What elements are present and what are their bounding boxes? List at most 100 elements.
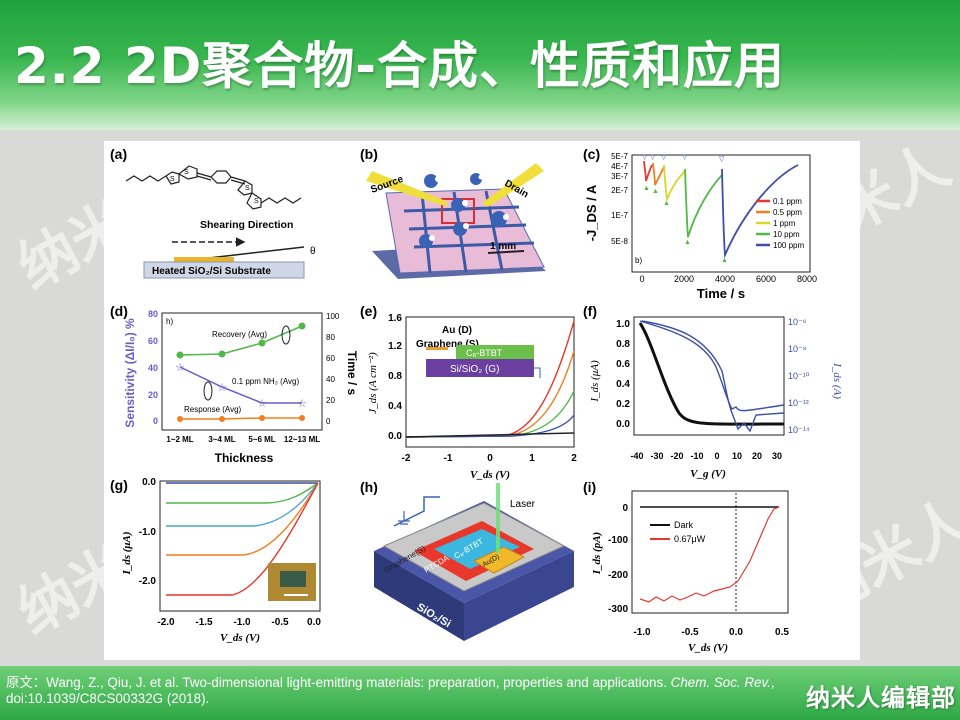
svg-text:▽: ▽ (682, 154, 688, 161)
data-point: ☆ (175, 362, 185, 374)
x-tick: 8000 (797, 274, 817, 284)
substrate-front (374, 551, 464, 641)
legend-item: 0.1 ppm (773, 197, 802, 206)
x-tick: 0 (714, 451, 719, 461)
gas-molecules (419, 173, 509, 248)
device-channel (280, 571, 306, 587)
laser-beam (496, 483, 500, 553)
legend: Dark 0.67μW (650, 520, 706, 544)
y-tick: -300 (608, 604, 628, 615)
x-tick: -1.5 (195, 617, 213, 628)
annotation: Response (Avg) (184, 405, 242, 414)
header-banner (0, 0, 960, 130)
ground-symbol (398, 511, 410, 525)
svg-text:▽: ▽ (719, 156, 725, 163)
legend-item: 1 ppm (773, 219, 796, 228)
y-tick: 2E-7 (611, 186, 628, 195)
y-axis-label: I_ds (pA) (591, 532, 603, 575)
y-tick: 10⁻¹⁰ (788, 371, 810, 381)
device-layer-label: C₈-BTBT (466, 348, 503, 358)
gate-wire (534, 367, 541, 378)
svg-text:▲: ▲ (684, 239, 691, 246)
x-axis-label: V_g (V) (690, 468, 726, 480)
y-axis-left-label: I_ds (μA) (589, 360, 601, 403)
annotation-ellipse (203, 381, 213, 401)
response-curves (643, 160, 799, 259)
x-axis-label: V_ds (V) (220, 632, 260, 644)
scale-bar (487, 250, 525, 254)
x-tick: -0.5 (681, 627, 699, 638)
panel-label: (b) (360, 146, 378, 162)
x-axis-label: Thickness (215, 451, 274, 465)
x-tick: 6000 (756, 274, 776, 284)
svg-text:▽: ▽ (642, 154, 648, 161)
annotation: 0.1 ppm NH₃ (Avg) (232, 377, 299, 386)
annotation: Recovery (Avg) (212, 330, 267, 339)
svg-text:▲: ▲ (643, 185, 650, 192)
y-tick: -100 (608, 535, 628, 546)
figure-svg: (a) S S S S Shearing Direction θ Heated … (110, 146, 843, 654)
y-axis-right-label: Time / s (345, 351, 359, 396)
y-tick: -2.0 (139, 576, 157, 587)
y-tick: 10⁻⁶ (788, 317, 807, 327)
au-electrode (472, 546, 526, 574)
x-tick: 2000 (674, 274, 694, 284)
panel-label: (h) (360, 479, 378, 495)
plot-frame (631, 490, 789, 614)
x-tick: 1~2 ML (166, 435, 193, 444)
series-line (166, 482, 319, 504)
sulfur-atom: S (245, 185, 250, 192)
y-tick: 0.0 (142, 477, 156, 488)
substrate-block (143, 261, 305, 279)
y-tick: 1.0 (616, 319, 630, 330)
panel-e: (e) J_ds (A cm⁻²) 0.0 0.4 0.8 1.2 1.6 -2… (360, 303, 577, 481)
y-tick: 20 (326, 396, 335, 405)
series-line-response (180, 417, 302, 420)
data-point: ☆ (257, 398, 267, 410)
panel-label: (g) (110, 477, 128, 493)
citation-year: (2018). (166, 691, 210, 706)
y-axis-label: J_ds (A cm⁻²) (367, 352, 379, 414)
series-line-0.5ppm (652, 162, 665, 186)
y-tick: 10⁻¹⁴ (788, 425, 810, 435)
sub-label: h) (166, 317, 173, 326)
molecule-structure (125, 165, 302, 210)
y-tick: 5E-8 (611, 237, 628, 246)
y-tick: 1E-7 (611, 211, 628, 220)
data-point (177, 416, 183, 422)
y-tick: 10⁻¹² (788, 398, 809, 408)
x-tick: -30 (650, 451, 663, 461)
x-tick: 0.0 (307, 617, 321, 628)
legend-item: 0.67μW (674, 534, 706, 544)
series-line-log (639, 320, 785, 412)
y-tick: 0.2 (616, 399, 630, 410)
panel-label: (f) (583, 303, 597, 319)
x-tick: -2.0 (157, 617, 175, 628)
citation: 原文：Wang, Z., Qiu, J. et al. Two-dimensio… (6, 675, 796, 707)
plot-frame (159, 480, 321, 612)
citation-authors: Wang, Z., Qiu, J. et al. (46, 675, 179, 690)
sulfur-atom: S (254, 198, 259, 205)
plot-frame (633, 316, 785, 436)
x-tick: -0.5 (271, 617, 289, 628)
series-line-log (641, 320, 785, 433)
x-tick: 20 (752, 451, 762, 461)
panel-label: (c) (583, 146, 600, 162)
scale-label: 1 mm (490, 241, 516, 252)
markers: ▽ ▽ ▽ ▽ ▽ (642, 154, 725, 163)
data-point: ☆ (217, 382, 227, 394)
y-tick: 0.4 (388, 401, 402, 412)
legend: 0.1 ppm 0.5 ppm 1 ppm 10 ppm 100 ppm (756, 197, 804, 250)
y-tick: 60 (326, 354, 335, 363)
plot-frame (161, 312, 323, 431)
y-tick: 3E-7 (611, 172, 628, 181)
series-line (166, 482, 319, 527)
data-point (218, 350, 226, 358)
panel-a: (a) S S S S Shearing Direction θ Heated … (110, 146, 316, 279)
svg-text:▲: ▲ (721, 257, 728, 264)
device-top-label: Au (D) (442, 325, 472, 336)
svg-text:▲: ▲ (663, 200, 670, 207)
device-bottom-label: Si/SiO₂ (G) (450, 364, 499, 375)
y-tick: 60 (148, 336, 158, 346)
y-tick: 0 (153, 416, 158, 426)
